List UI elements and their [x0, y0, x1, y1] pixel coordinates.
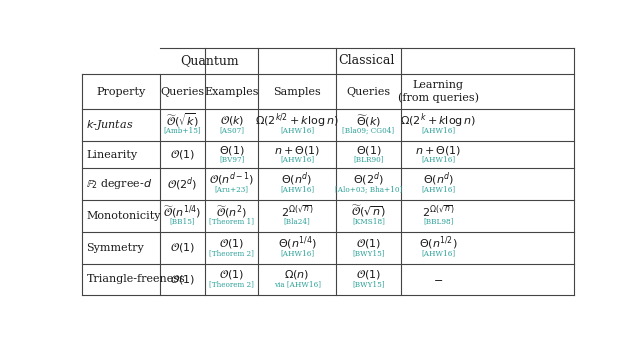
Text: [Aru+23]: [Aru+23] — [215, 185, 249, 193]
Text: $\mathbb{F}_2$ degree-$d$: $\mathbb{F}_2$ degree-$d$ — [86, 177, 153, 191]
Text: $2^{\Omega(\sqrt{n})}$: $2^{\Omega(\sqrt{n})}$ — [422, 204, 454, 219]
Text: $\mathcal{O}(1)$: $\mathcal{O}(1)$ — [220, 269, 244, 281]
Text: $\Theta(n^d)$: $\Theta(n^d)$ — [422, 171, 454, 188]
Text: $\mathcal{O}(1)$: $\mathcal{O}(1)$ — [170, 273, 195, 286]
Text: $\mathcal{O}(1)$: $\mathcal{O}(1)$ — [220, 237, 244, 250]
Text: $\Omega(2^{k/2} + k\log n)$: $\Omega(2^{k/2} + k\log n)$ — [255, 111, 339, 130]
Text: $\mathcal{O}(2^d)$: $\mathcal{O}(2^d)$ — [168, 175, 198, 193]
Text: [Theorem 2]: [Theorem 2] — [209, 249, 254, 257]
Text: via [AHW16]: via [AHW16] — [273, 281, 321, 288]
Text: $\widetilde{\mathcal{O}}(\sqrt{n})$: $\widetilde{\mathcal{O}}(\sqrt{n})$ — [351, 203, 386, 219]
Text: [AHW16]: [AHW16] — [280, 185, 314, 193]
Text: Monotonicity: Monotonicity — [86, 211, 161, 221]
Text: [KMS18]: [KMS18] — [352, 217, 385, 225]
Text: Queries: Queries — [161, 87, 205, 97]
Text: $\Theta(2^d)$: $\Theta(2^d)$ — [353, 171, 384, 188]
Text: [AHW16]: [AHW16] — [421, 155, 455, 163]
Text: $\Theta(1)$: $\Theta(1)$ — [219, 144, 244, 157]
Text: Samples: Samples — [273, 87, 321, 97]
Text: [BWY15]: [BWY15] — [352, 249, 385, 257]
Text: $\widetilde{\mathcal{O}}(n^2)$: $\widetilde{\mathcal{O}}(n^2)$ — [216, 203, 247, 220]
Text: $\mathcal{O}(1)$: $\mathcal{O}(1)$ — [356, 237, 381, 250]
Text: [Bla09; CG04]: [Bla09; CG04] — [342, 127, 395, 134]
Text: [AHW16]: [AHW16] — [280, 155, 314, 163]
Text: [AHW16]: [AHW16] — [280, 127, 314, 134]
Text: $k$-Juntas: $k$-Juntas — [86, 118, 134, 132]
Text: $\Theta(n^d)$: $\Theta(n^d)$ — [282, 171, 313, 188]
Text: $\widetilde{\mathcal{O}}(\sqrt{k})$: $\widetilde{\mathcal{O}}(\sqrt{k})$ — [166, 112, 199, 129]
Text: [Bla24]: [Bla24] — [284, 217, 310, 225]
Text: Quantum: Quantum — [180, 55, 239, 68]
Text: [BBL98]: [BBL98] — [423, 217, 453, 225]
Text: $-$: $-$ — [433, 274, 444, 284]
Text: Property: Property — [97, 87, 146, 97]
Text: $\Theta(n^{1/4})$: $\Theta(n^{1/4})$ — [278, 235, 317, 252]
Text: $\mathcal{O}(1)$: $\mathcal{O}(1)$ — [356, 269, 381, 281]
Text: Queries: Queries — [346, 87, 390, 97]
Text: $\widetilde{\Theta}(k)$: $\widetilde{\Theta}(k)$ — [356, 113, 381, 129]
Text: [AHW16]: [AHW16] — [421, 249, 455, 257]
Text: $n + \Theta(1)$: $n + \Theta(1)$ — [274, 144, 320, 157]
Text: Symmetry: Symmetry — [86, 243, 144, 253]
Text: [BWY15]: [BWY15] — [352, 281, 385, 288]
Text: [Theorem 2]: [Theorem 2] — [209, 281, 254, 288]
Text: Examples: Examples — [205, 87, 259, 97]
Text: $\mathcal{O}(n^{d-1})$: $\mathcal{O}(n^{d-1})$ — [209, 171, 254, 188]
Text: $\Theta(n^{1/2})$: $\Theta(n^{1/2})$ — [419, 235, 458, 252]
Text: [AHW16]: [AHW16] — [421, 185, 455, 193]
Text: Classical: Classical — [339, 55, 395, 68]
Text: $\Theta(1)$: $\Theta(1)$ — [356, 144, 381, 157]
Text: [BV97]: [BV97] — [219, 155, 244, 163]
Text: Learning
(from queries): Learning (from queries) — [397, 80, 479, 103]
Text: [Amb+15]: [Amb+15] — [164, 127, 202, 134]
Text: [AHW16]: [AHW16] — [280, 249, 314, 257]
Text: [Theorem 1]: [Theorem 1] — [209, 217, 254, 225]
Text: $\Omega(2^k + k\log n)$: $\Omega(2^k + k\log n)$ — [400, 111, 476, 130]
Text: [BB15]: [BB15] — [170, 217, 195, 225]
Text: [BLR90]: [BLR90] — [353, 155, 384, 163]
Text: Linearity: Linearity — [86, 150, 138, 159]
Text: Triangle-freeness: Triangle-freeness — [86, 274, 185, 284]
Text: [AS07]: [AS07] — [220, 127, 244, 134]
Text: $\mathcal{O}(1)$: $\mathcal{O}(1)$ — [170, 148, 195, 161]
Text: $2^{\Omega(\sqrt{n})}$: $2^{\Omega(\sqrt{n})}$ — [281, 204, 313, 219]
Text: [Alo+03; Bha+10]: [Alo+03; Bha+10] — [335, 185, 402, 193]
Text: $n + \Theta(1)$: $n + \Theta(1)$ — [415, 144, 461, 157]
Text: $\Omega(n)$: $\Omega(n)$ — [284, 269, 310, 281]
Text: $\mathcal{O}(k)$: $\mathcal{O}(k)$ — [220, 114, 244, 127]
Text: $\widetilde{\mathcal{O}}(n^{1/4})$: $\widetilde{\mathcal{O}}(n^{1/4})$ — [163, 203, 202, 220]
Text: $\mathcal{O}(1)$: $\mathcal{O}(1)$ — [170, 241, 195, 254]
Text: [AHW16]: [AHW16] — [421, 127, 455, 134]
